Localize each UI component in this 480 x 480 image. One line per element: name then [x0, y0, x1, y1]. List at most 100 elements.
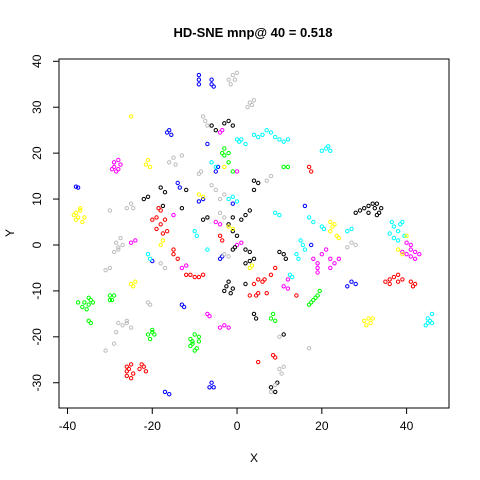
data-point — [75, 300, 81, 305]
data-point — [262, 277, 267, 282]
data-point — [207, 314, 212, 319]
data-point — [326, 144, 331, 149]
data-point — [171, 252, 176, 257]
data-point — [364, 323, 369, 328]
data-point — [171, 212, 176, 218]
data-point — [228, 291, 233, 296]
data-point — [120, 242, 125, 248]
x-tick-label: -20 — [144, 419, 162, 433]
data-point — [111, 293, 117, 298]
y-tick-label: -30 — [30, 374, 44, 392]
data-point — [429, 320, 435, 326]
data-point — [162, 217, 168, 222]
data-point — [160, 203, 166, 209]
data-point — [169, 132, 174, 138]
data-point — [319, 252, 324, 257]
data-point — [273, 389, 278, 395]
data-point — [128, 325, 134, 330]
data-point — [408, 242, 413, 248]
data-point — [107, 265, 113, 271]
data-point — [277, 212, 282, 218]
data-point — [230, 286, 236, 291]
data-point — [400, 252, 405, 257]
data-point — [162, 190, 168, 195]
data-point — [179, 153, 185, 158]
data-point — [251, 256, 257, 261]
data-point — [353, 210, 358, 216]
data-point — [243, 261, 248, 266]
data-point — [315, 261, 320, 266]
data-point — [145, 194, 151, 200]
data-point — [330, 224, 335, 229]
data-point — [273, 382, 278, 388]
data-point — [147, 336, 153, 342]
data-point — [268, 389, 274, 395]
data-point — [410, 284, 416, 289]
data-point — [217, 233, 223, 239]
data-point — [111, 160, 117, 165]
data-point — [131, 284, 136, 289]
x-axis: -40 -20 0 20 40 — [59, 408, 414, 433]
data-point — [412, 256, 418, 261]
data-point — [273, 355, 278, 360]
y-axis-label: Y — [3, 229, 17, 237]
data-point — [379, 206, 384, 211]
data-point — [253, 293, 259, 298]
data-point — [111, 341, 117, 346]
data-point — [116, 245, 121, 250]
data-point — [391, 235, 397, 241]
data-point — [400, 219, 405, 225]
data-point — [124, 206, 130, 211]
data-point — [366, 210, 371, 216]
data-point — [196, 334, 202, 339]
data-point — [196, 274, 202, 280]
data-point — [173, 162, 178, 167]
data-point — [78, 208, 83, 213]
data-point — [239, 240, 244, 245]
data-point — [243, 247, 248, 252]
data-point — [145, 332, 151, 337]
data-point — [234, 70, 240, 76]
data-point — [162, 265, 168, 271]
chart-title: HD-SNE mnp@ 40 = 0.518 — [174, 25, 333, 40]
data-point — [84, 307, 89, 312]
data-point — [264, 178, 269, 183]
data-point — [226, 325, 231, 330]
data-point — [179, 265, 185, 271]
data-point — [158, 222, 163, 227]
data-point — [82, 300, 87, 305]
data-point — [128, 376, 134, 381]
data-point — [111, 249, 117, 255]
data-point — [311, 297, 316, 303]
data-point — [213, 128, 219, 133]
data-point — [315, 265, 320, 271]
data-point — [256, 359, 261, 365]
data-point — [230, 194, 236, 200]
points-layer — [71, 70, 435, 397]
data-point — [209, 77, 214, 82]
data-point — [215, 164, 221, 170]
data-point — [302, 203, 308, 209]
data-point — [226, 77, 231, 82]
data-point — [277, 249, 282, 255]
data-point — [217, 222, 223, 227]
data-point — [209, 160, 214, 165]
data-point — [264, 291, 269, 296]
data-point — [158, 242, 163, 248]
data-point — [247, 208, 253, 213]
data-point — [124, 320, 130, 326]
data-point — [395, 229, 401, 234]
data-point — [128, 240, 134, 245]
data-point — [230, 226, 236, 232]
data-point — [143, 162, 149, 167]
data-point — [192, 332, 197, 337]
data-point — [107, 293, 113, 298]
data-point — [268, 130, 274, 135]
data-point — [395, 238, 401, 243]
x-tick-label: 40 — [400, 419, 414, 433]
data-point — [277, 137, 282, 142]
data-point — [222, 252, 227, 257]
data-point — [283, 256, 288, 261]
data-point — [205, 247, 210, 252]
data-point — [222, 121, 227, 126]
